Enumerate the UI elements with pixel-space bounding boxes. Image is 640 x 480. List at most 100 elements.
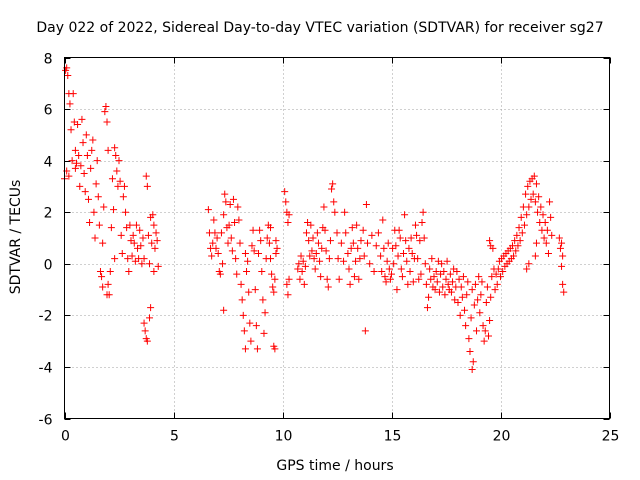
data-point: [325, 255, 333, 263]
data-point: [137, 242, 145, 250]
data-point: [388, 270, 395, 278]
data-point: [493, 280, 501, 288]
data-point: [66, 100, 74, 108]
data-point: [380, 244, 388, 252]
data-point: [361, 327, 369, 335]
data-point: [245, 288, 253, 296]
data-point: [307, 221, 315, 229]
data-point: [377, 252, 385, 260]
data-point: [390, 260, 398, 268]
data-point: [281, 188, 289, 196]
data-point: [229, 195, 237, 203]
data-point: [524, 182, 532, 190]
data-point: [512, 247, 520, 255]
data-point: [456, 311, 464, 319]
data-point: [486, 237, 494, 245]
data-point: [440, 268, 448, 276]
data-point: [433, 278, 441, 286]
x-tick-label: 25: [602, 429, 620, 445]
data-point: [475, 273, 483, 281]
data-point: [216, 270, 224, 278]
data-point: [285, 211, 293, 219]
data-point: [100, 203, 108, 211]
data-point: [540, 234, 548, 242]
data-point: [546, 198, 554, 206]
data-point: [267, 255, 275, 263]
data-point: [317, 273, 325, 281]
data-point: [320, 203, 328, 211]
data-point: [431, 286, 439, 294]
data-point: [82, 131, 90, 139]
data-point: [267, 224, 275, 232]
data-point: [411, 221, 419, 229]
data-point: [492, 270, 500, 278]
data-point: [147, 304, 155, 312]
data-point: [141, 327, 149, 335]
y-tick-label: -6: [39, 413, 53, 429]
data-point: [488, 273, 496, 281]
data-point: [129, 231, 137, 239]
data-point: [94, 193, 102, 201]
data-point: [407, 234, 415, 242]
data-point: [467, 314, 475, 322]
data-point: [458, 293, 466, 301]
data-point: [68, 157, 76, 165]
data-point: [87, 164, 95, 172]
data-point: [449, 278, 457, 286]
data-point: [126, 221, 134, 229]
data-point: [359, 226, 367, 234]
x-tick-label: 5: [170, 429, 179, 445]
data-point: [409, 278, 417, 286]
data-point: [478, 278, 486, 286]
x-tick-label: 0: [61, 429, 70, 445]
data-point: [404, 280, 412, 288]
y-tick-label: 2: [44, 206, 53, 222]
data-point: [150, 268, 158, 276]
data-point: [99, 283, 107, 291]
data-point: [284, 219, 292, 227]
data-point: [428, 255, 436, 263]
data-point: [474, 296, 482, 304]
data-point: [84, 195, 92, 203]
data-point: [527, 195, 535, 203]
data-point: [368, 231, 376, 239]
data-point: [213, 234, 221, 242]
data-point: [234, 203, 242, 211]
data-points: [61, 64, 568, 374]
data-point: [154, 262, 162, 270]
data-point: [523, 265, 531, 273]
data-point: [143, 337, 151, 345]
data-point: [408, 249, 416, 257]
data-point: [265, 239, 273, 247]
data-point: [465, 335, 473, 343]
x-tick-label: 10: [275, 429, 293, 445]
data-point: [471, 280, 479, 288]
data-point: [414, 255, 422, 263]
data-point: [462, 322, 470, 330]
data-point: [148, 239, 156, 247]
y-tick-label: 8: [44, 52, 53, 68]
data-point: [473, 327, 481, 335]
data-point: [282, 198, 290, 206]
data-point: [238, 296, 246, 304]
data-point: [226, 200, 234, 208]
data-point: [518, 229, 526, 237]
data-point: [247, 337, 255, 345]
data-point: [225, 221, 233, 229]
data-point: [316, 257, 324, 265]
data-point: [349, 239, 357, 247]
data-point: [394, 252, 402, 260]
data-point: [224, 239, 232, 247]
data-point: [74, 121, 82, 129]
data-point: [305, 237, 313, 245]
data-point: [212, 244, 220, 252]
data-point: [516, 237, 524, 245]
data-point: [347, 244, 355, 252]
data-point: [396, 234, 404, 242]
data-point: [357, 237, 365, 245]
data-point: [406, 268, 414, 276]
data-point: [333, 229, 341, 237]
data-point: [116, 177, 124, 185]
data-point: [514, 242, 522, 250]
y-tick-label: -2: [39, 309, 53, 325]
